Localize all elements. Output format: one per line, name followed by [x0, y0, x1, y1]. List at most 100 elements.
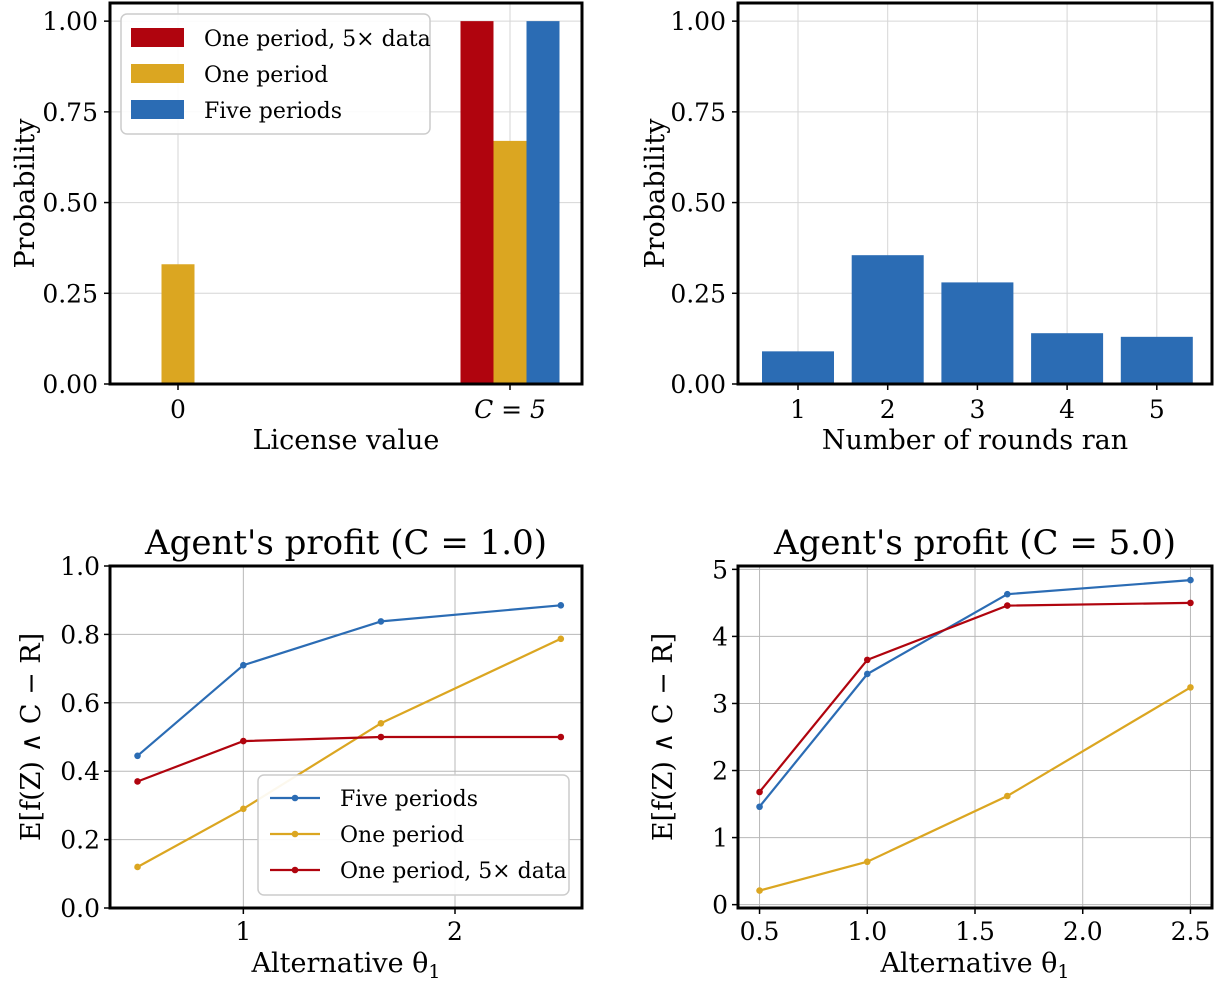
y-tick-label: 0.4: [60, 757, 100, 786]
x-tick-label: 2: [880, 395, 896, 424]
legend-swatch: [131, 100, 184, 119]
x-tick-label: 2: [447, 917, 463, 946]
y-axis-label: Probability: [10, 118, 41, 269]
data-point: [1004, 792, 1011, 800]
y-tick-label: 3: [712, 689, 728, 718]
legend-marker: [291, 830, 299, 838]
legend: Five periods One period One period, 5× dat…: [257, 774, 570, 896]
x-tick-label: 1: [790, 395, 806, 424]
data-point: [377, 733, 385, 741]
y-tick-label: 5: [712, 555, 728, 584]
x-tick-label: 1: [235, 917, 251, 946]
data-point: [863, 858, 871, 866]
series-line: [137, 735, 561, 783]
plot-frame: [108, 1, 584, 386]
y-axis-label: Probability: [640, 118, 671, 269]
bar: [526, 21, 560, 385]
bar: [1120, 336, 1193, 384]
data-point: [1187, 599, 1194, 607]
data-point: [557, 635, 565, 643]
bar: [493, 140, 527, 384]
y-tick-label: 0.50: [670, 189, 726, 218]
plot-frame: [736, 564, 1214, 910]
y-tick-label: 0.8: [60, 620, 100, 649]
y-tick-label: 0.00: [42, 370, 98, 399]
bar: [762, 351, 834, 384]
legend-box: [257, 774, 570, 896]
bar: [851, 255, 924, 384]
x-axis-label-main: Alternative θ: [250, 948, 428, 979]
y-tick-label: 1.0: [60, 552, 100, 581]
y-axis-label: E[f(Z) ∧ C − R]: [16, 633, 47, 841]
y-tick-label: 0.75: [670, 98, 726, 127]
data-point: [1187, 684, 1194, 691]
chart-agent-profit-c5: 0 1 2 3 4 5 0.5 1.0 1.5 2.0 2.5 Agent's profit (C =…: [648, 523, 1214, 983]
chart-title: Agent's profit (C = 5.0): [773, 523, 1176, 563]
data-point: [863, 670, 871, 678]
data-point: [557, 602, 565, 609]
bar: [161, 264, 195, 384]
y-tick-label: 1.00: [42, 7, 98, 36]
data-point: [1187, 576, 1194, 584]
x-tick-label: 2.5: [1171, 917, 1211, 946]
plot-frame: [108, 564, 584, 910]
series-line: [136, 637, 562, 868]
y-tick-label: 0.6: [60, 689, 100, 718]
data-point: [240, 661, 247, 669]
x-tick-label: 0: [170, 395, 186, 424]
y-tick-label: 4: [712, 622, 728, 651]
data-point: [1004, 602, 1011, 609]
x-tick-label: C = 5: [474, 395, 546, 424]
legend-label: One period: [340, 823, 464, 848]
series-line: [758, 601, 1191, 793]
bar: [1031, 333, 1104, 384]
y-tick-label: 0.2: [60, 826, 100, 855]
data-point: [1004, 590, 1011, 598]
y-tick-label: 0: [712, 891, 728, 920]
x-tick-label: 0.5: [740, 917, 780, 946]
data-point: [134, 778, 141, 785]
y-tick-label: 0.75: [42, 98, 98, 127]
legend-label: Five periods: [340, 787, 478, 812]
data-point: [863, 656, 871, 664]
series-line: [758, 579, 1191, 808]
data-point: [377, 618, 385, 625]
data-point: [557, 733, 565, 741]
chart-title: Agent's profit (C = 1.0): [144, 523, 547, 563]
y-tick-label: 0.25: [670, 279, 726, 308]
y-tick-label: 0.0: [60, 894, 100, 923]
x-axis-label-subscript: 1: [428, 961, 440, 983]
legend-label: One period, 5× data: [340, 859, 567, 884]
x-tick-label: 4: [1059, 395, 1075, 424]
legend-label: One period: [204, 63, 328, 88]
x-tick-label: 1.5: [955, 917, 995, 946]
x-axis-label-main: Alternative θ: [879, 948, 1057, 979]
x-tick-label: 5: [1149, 395, 1165, 424]
series-line: [759, 686, 1192, 892]
data-point: [240, 737, 247, 745]
legend-label: Five periods: [204, 99, 342, 124]
data-point: [240, 805, 247, 813]
legend-box: [120, 13, 431, 135]
x-tick-label: 3: [969, 395, 985, 424]
y-axis-label: E[f(Z) ∧ C − R]: [648, 633, 679, 841]
y-tick-label: 0.00: [670, 370, 726, 399]
y-tick-label: 2: [712, 757, 728, 786]
legend-marker: [291, 794, 299, 802]
bar: [460, 21, 494, 385]
bar: [941, 282, 1014, 384]
legend-marker: [291, 866, 299, 874]
y-tick-label: 0.50: [42, 189, 98, 218]
x-axis-label: Alternative θ1: [250, 948, 440, 983]
legend-label: One period, 5× data: [204, 27, 431, 52]
legend-swatch: [131, 64, 184, 83]
series-line: [136, 604, 561, 757]
y-tick-label: 0.25: [42, 279, 98, 308]
x-tick-label: 2.0: [1063, 917, 1103, 946]
x-axis-label: License value: [253, 425, 440, 456]
legend: One period, 5× data One period Five period…: [120, 13, 431, 135]
x-axis-label-subscript: 1: [1057, 961, 1069, 983]
chart-rounds-ran: 0.00 0.25 0.50 0.75 1.00 1 2 3 4 5 Number of round…: [640, 1, 1214, 456]
y-tick-label: 1: [712, 824, 728, 853]
